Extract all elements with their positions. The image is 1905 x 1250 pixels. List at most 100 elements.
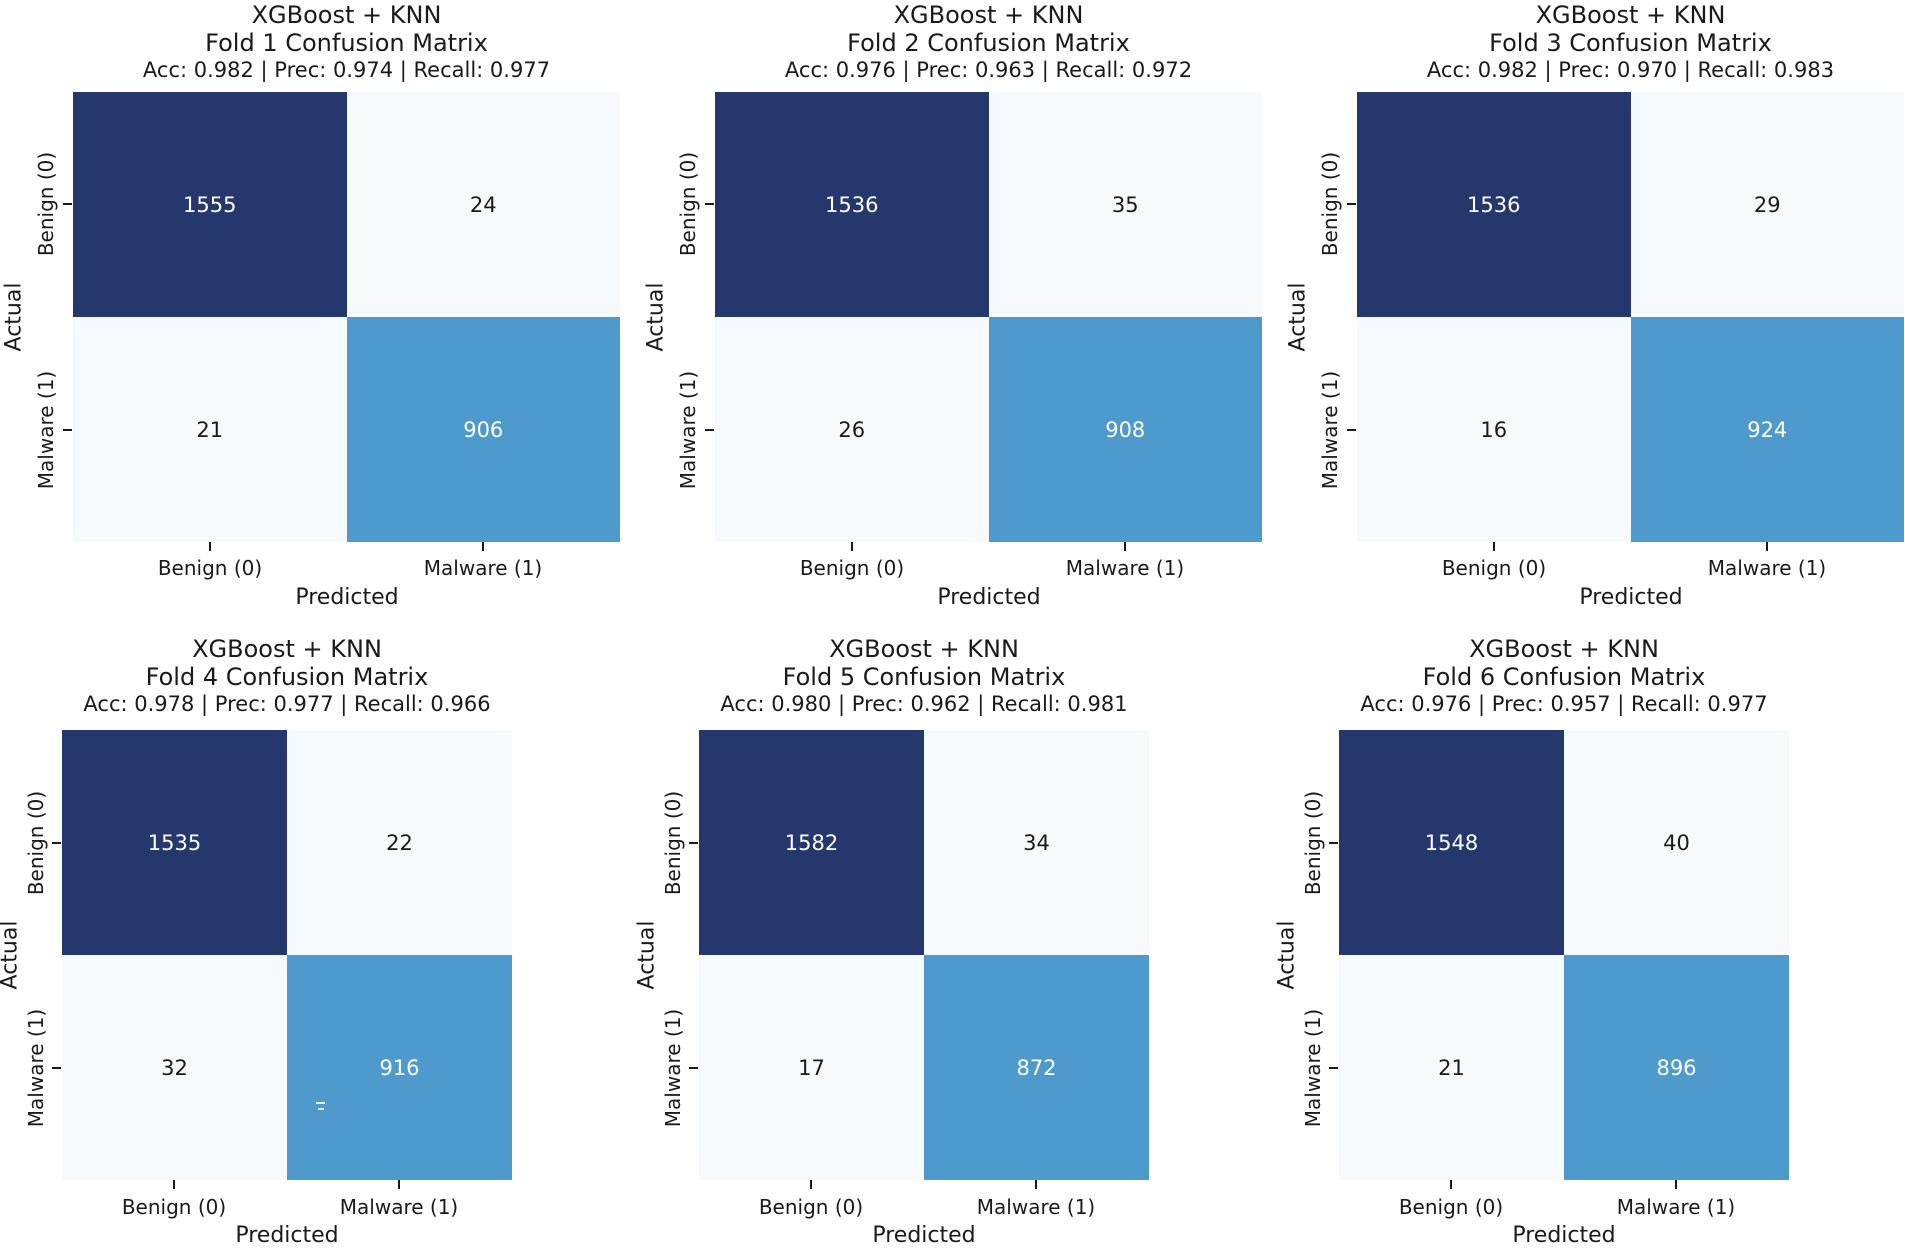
cell-true-positive: 896 bbox=[1564, 955, 1789, 1180]
x-tick-label-malware: Malware (1) bbox=[1707, 556, 1827, 580]
y-tick-label-malware: Malware (1) bbox=[661, 1008, 685, 1128]
y-tick-label-malware: Malware (1) bbox=[24, 1008, 48, 1128]
cell-false-negative: 17 bbox=[699, 955, 924, 1180]
y-tick-label-benign: Benign (0) bbox=[34, 151, 58, 257]
subplot-metrics: Acc: 0.976 | Prec: 0.957 | Recall: 0.977 bbox=[1360, 692, 1768, 716]
confusion-matrix-heatmap: 1536 35 26 908 bbox=[715, 92, 1262, 542]
x-tick-mark bbox=[173, 1180, 175, 1189]
y-tick-mark bbox=[63, 203, 72, 205]
y-tick-mark bbox=[705, 429, 714, 431]
x-tick-mark bbox=[851, 542, 853, 551]
x-tick-label-benign: Benign (0) bbox=[799, 556, 905, 580]
x-tick-label-benign: Benign (0) bbox=[157, 556, 263, 580]
x-tick-label-malware: Malware (1) bbox=[423, 556, 543, 580]
subplot-title-fold: Fold 5 Confusion Matrix bbox=[782, 663, 1066, 691]
cell-true-positive: 916 bbox=[287, 955, 512, 1180]
y-tick-mark bbox=[1347, 203, 1356, 205]
y-tick-label-malware: Malware (1) bbox=[676, 370, 700, 490]
y-tick-mark bbox=[689, 842, 698, 844]
x-axis-label: Predicted bbox=[937, 585, 1041, 610]
y-tick-label-benign: Benign (0) bbox=[661, 790, 685, 896]
x-tick-mark bbox=[398, 1180, 400, 1189]
y-tick-mark bbox=[63, 429, 72, 431]
cell-true-negative: 1535 bbox=[62, 730, 287, 955]
x-tick-mark bbox=[209, 542, 211, 551]
x-tick-label-benign: Benign (0) bbox=[1398, 1195, 1504, 1219]
x-tick-mark bbox=[1675, 1180, 1677, 1189]
y-tick-mark bbox=[52, 842, 61, 844]
y-tick-label-benign: Benign (0) bbox=[676, 151, 700, 257]
cell-true-negative: 1582 bbox=[699, 730, 924, 955]
y-tick-mark bbox=[52, 1067, 61, 1069]
subplot-title-model: XGBoost + KNN bbox=[829, 635, 1019, 663]
x-tick-label-malware: Malware (1) bbox=[1616, 1195, 1736, 1219]
subplot-title-fold: Fold 3 Confusion Matrix bbox=[1489, 29, 1772, 57]
cell-true-negative: 1548 bbox=[1339, 730, 1564, 955]
subplot-title-model: XGBoost + KNN bbox=[893, 1, 1084, 29]
cell-false-positive: 29 bbox=[1630, 92, 1904, 317]
cell-false-positive: 24 bbox=[346, 92, 620, 317]
subplot-metrics: Acc: 0.978 | Prec: 0.977 | Recall: 0.966 bbox=[83, 692, 491, 716]
confusion-matrix-heatmap: 1535 22 32 916 bbox=[62, 730, 512, 1180]
x-tick-label-malware: Malware (1) bbox=[339, 1195, 459, 1219]
subplot-metrics: Acc: 0.982 | Prec: 0.974 | Recall: 0.977 bbox=[142, 58, 551, 82]
y-tick-mark bbox=[705, 203, 714, 205]
subplot-metrics: Acc: 0.980 | Prec: 0.962 | Recall: 0.981 bbox=[720, 692, 1128, 716]
x-axis-label: Predicted bbox=[1512, 1223, 1616, 1248]
cell-false-positive: 34 bbox=[924, 730, 1149, 955]
x-axis-label: Predicted bbox=[872, 1223, 976, 1248]
x-tick-mark bbox=[1124, 542, 1126, 551]
y-tick-label-benign: Benign (0) bbox=[1318, 151, 1342, 257]
cell-true-negative: 1555 bbox=[73, 92, 347, 317]
subplot-title-model: XGBoost + KNN bbox=[1535, 1, 1726, 29]
cell-true-positive: 908 bbox=[988, 317, 1262, 542]
y-axis-label: Actual bbox=[1, 282, 27, 352]
x-tick-label-malware: Malware (1) bbox=[1065, 556, 1185, 580]
cell-true-positive: 906 bbox=[346, 317, 620, 542]
x-tick-mark bbox=[810, 1180, 812, 1189]
image-artifact bbox=[316, 1102, 328, 1110]
x-axis-label: Predicted bbox=[295, 585, 399, 610]
x-tick-mark bbox=[1493, 542, 1495, 551]
subplot-title-fold: Fold 2 Confusion Matrix bbox=[847, 29, 1130, 57]
x-tick-label-benign: Benign (0) bbox=[1441, 556, 1547, 580]
subplot-title-model: XGBoost + KNN bbox=[251, 1, 442, 29]
cell-false-positive: 35 bbox=[988, 92, 1262, 317]
confusion-matrix-heatmap: 1582 34 17 872 bbox=[699, 730, 1149, 1180]
x-tick-mark bbox=[1035, 1180, 1037, 1189]
x-tick-label-malware: Malware (1) bbox=[976, 1195, 1096, 1219]
y-tick-label-malware: Malware (1) bbox=[34, 370, 58, 490]
x-tick-label-benign: Benign (0) bbox=[758, 1195, 864, 1219]
y-tick-label-malware: Malware (1) bbox=[1318, 370, 1342, 490]
y-tick-mark bbox=[1329, 1067, 1338, 1069]
subplot-title-fold: Fold 4 Confusion Matrix bbox=[145, 663, 429, 691]
x-tick-mark bbox=[482, 542, 484, 551]
y-axis-label: Actual bbox=[634, 920, 660, 990]
cell-true-negative: 1536 bbox=[715, 92, 989, 317]
subplot-metrics: Acc: 0.982 | Prec: 0.970 | Recall: 0.983 bbox=[1426, 58, 1835, 82]
y-tick-label-benign: Benign (0) bbox=[24, 790, 48, 896]
confusion-matrix-heatmap: 1555 24 21 906 bbox=[73, 92, 620, 542]
subplot-title-fold: Fold 1 Confusion Matrix bbox=[205, 29, 488, 57]
y-axis-label: Actual bbox=[0, 920, 23, 990]
y-tick-mark bbox=[1347, 429, 1356, 431]
x-tick-label-benign: Benign (0) bbox=[121, 1195, 227, 1219]
x-axis-label: Predicted bbox=[1579, 585, 1683, 610]
y-axis-label: Actual bbox=[1274, 920, 1300, 990]
cell-true-positive: 924 bbox=[1630, 317, 1904, 542]
x-axis-label: Predicted bbox=[235, 1223, 339, 1248]
cell-true-negative: 1536 bbox=[1357, 92, 1631, 317]
subplot-title-model: XGBoost + KNN bbox=[1469, 635, 1659, 663]
x-tick-mark bbox=[1450, 1180, 1452, 1189]
confusion-matrix-heatmap: 1548 40 21 896 bbox=[1339, 730, 1789, 1180]
cell-false-negative: 32 bbox=[62, 955, 287, 1180]
y-axis-label: Actual bbox=[1285, 282, 1311, 352]
subplot-title-model: XGBoost + KNN bbox=[192, 635, 382, 663]
x-tick-mark bbox=[1766, 542, 1768, 551]
y-tick-mark bbox=[1329, 842, 1338, 844]
cell-false-positive: 40 bbox=[1564, 730, 1789, 955]
cell-false-negative: 26 bbox=[715, 317, 989, 542]
cell-false-positive: 22 bbox=[287, 730, 512, 955]
subplot-title-fold: Fold 6 Confusion Matrix bbox=[1422, 663, 1706, 691]
